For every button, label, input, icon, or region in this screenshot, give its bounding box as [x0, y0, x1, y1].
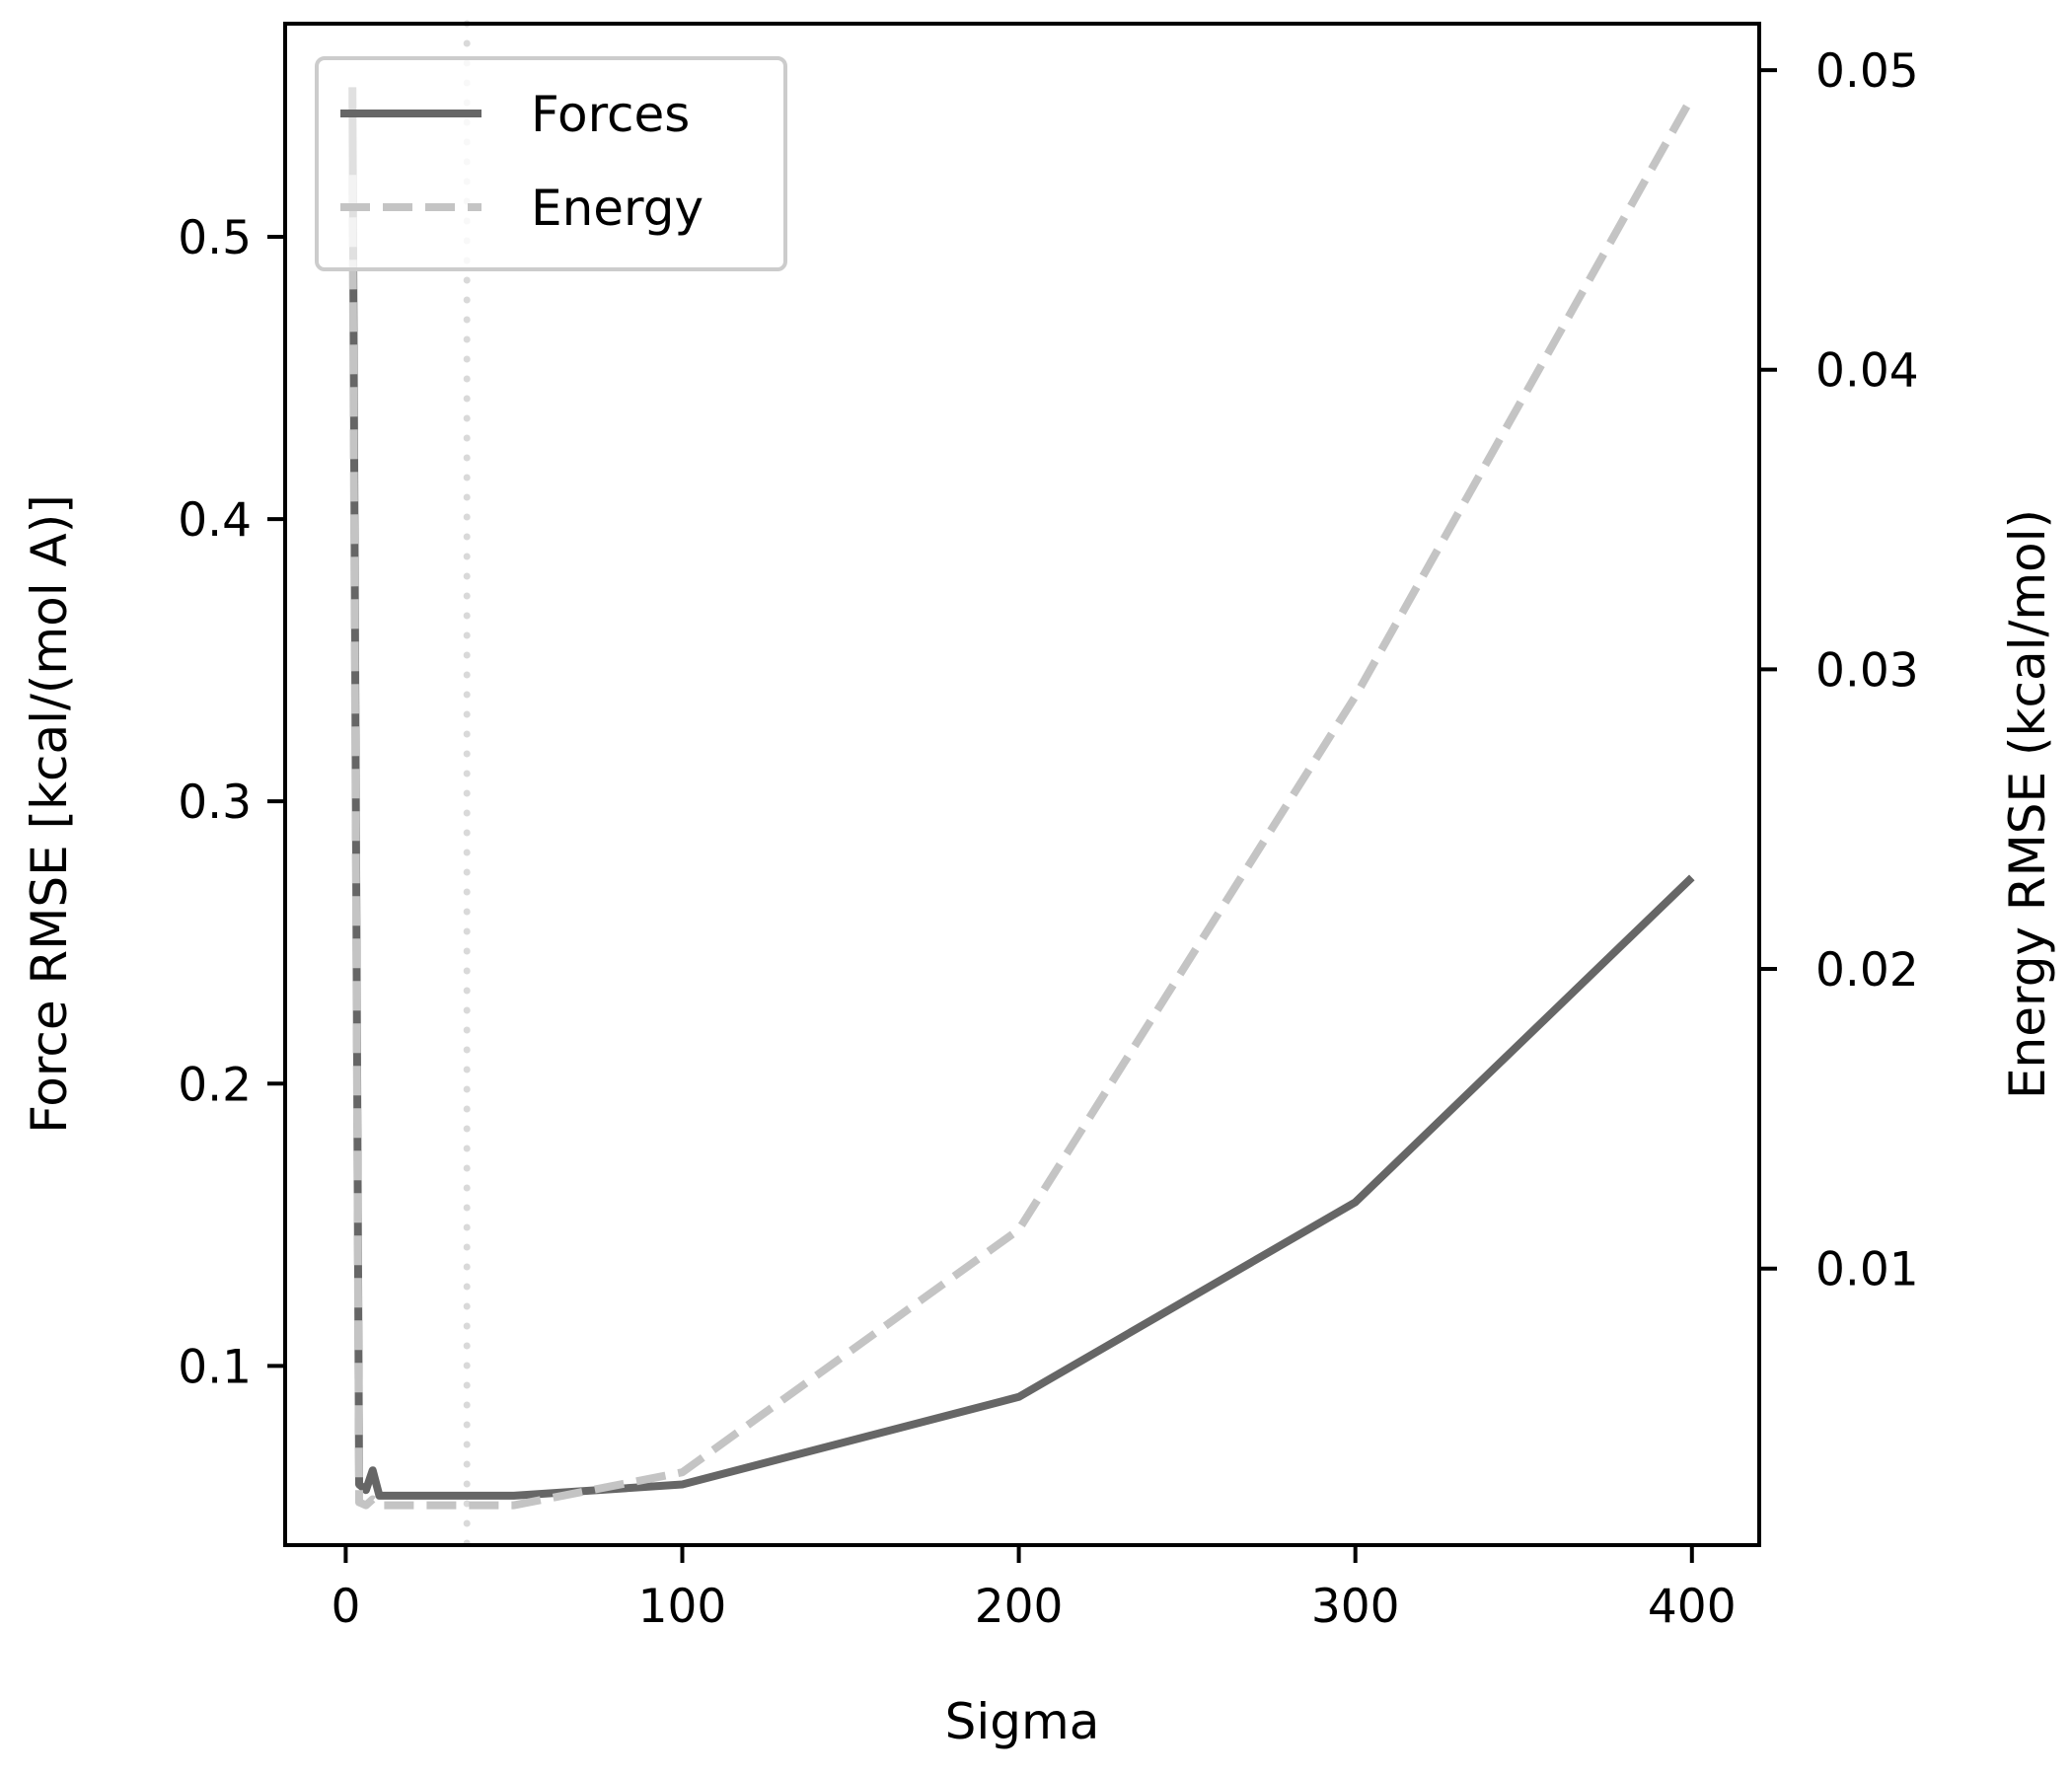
- y-axis-left: 0.1 0.2 0.3 0.4 0.5: [178, 211, 285, 1394]
- y-right-tick-label: 0.01: [1815, 1243, 1919, 1297]
- y-right-tick-label: 0.05: [1815, 44, 1919, 99]
- x-tick-label: 200: [975, 1580, 1064, 1634]
- legend-label-energy: Energy: [531, 180, 703, 237]
- legend-label-forces: Forces: [531, 86, 690, 143]
- y-right-tick-label: 0.03: [1815, 643, 1919, 698]
- plot-frame: [283, 22, 1761, 1547]
- y-left-tick-label: 0.1: [178, 1340, 252, 1394]
- y-left-tick-label: 0.5: [178, 211, 252, 265]
- x-tick-label: 400: [1648, 1580, 1737, 1634]
- series-forces-line: [348, 87, 1695, 1500]
- x-axis: 0 100 200 300 400: [331, 1545, 1737, 1634]
- y-right-tick-label: 0.02: [1815, 943, 1919, 998]
- x-tick-label: 100: [638, 1580, 727, 1634]
- x-tick-label: 300: [1311, 1580, 1400, 1634]
- plot-area: [348, 20, 1696, 1549]
- y-left-tick-label: 0.3: [178, 776, 252, 830]
- y-axis-right-label: Energy RMSE (kcal/mol): [1999, 509, 2056, 1099]
- x-axis-label: Sigma: [945, 1693, 1100, 1750]
- y-left-tick-label: 0.4: [178, 493, 252, 548]
- y-left-tick-label: 0.2: [178, 1058, 252, 1112]
- y-axis-left-label: Force RMSE [kcal/(mol A)]: [21, 494, 78, 1133]
- y-axis-right: 0.01 0.02 0.03 0.04 0.05: [1759, 44, 1919, 1297]
- legend: Forces Energy: [315, 56, 787, 271]
- x-tick-label: 0: [331, 1580, 360, 1634]
- series-energy-line: [348, 95, 1696, 1510]
- y-right-tick-label: 0.04: [1815, 344, 1919, 399]
